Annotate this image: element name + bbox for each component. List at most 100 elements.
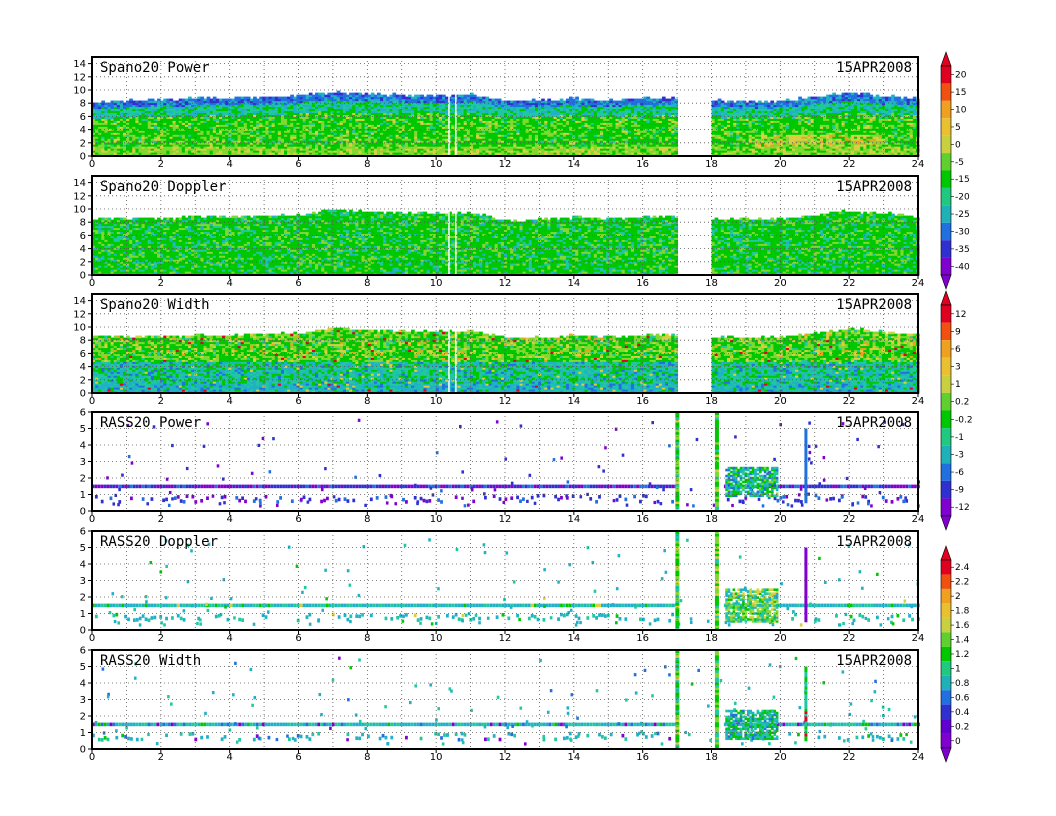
cell xyxy=(101,120,105,123)
cell xyxy=(157,134,161,137)
cell xyxy=(277,122,282,125)
cell xyxy=(203,120,208,123)
cell xyxy=(308,120,313,123)
cell xyxy=(212,124,217,127)
cell xyxy=(126,110,130,114)
cell xyxy=(280,114,285,117)
cell xyxy=(135,120,140,123)
cell xyxy=(277,112,282,116)
cell xyxy=(144,144,149,147)
cell xyxy=(160,152,164,155)
cell xyxy=(122,122,127,125)
cell xyxy=(262,150,267,153)
cell xyxy=(249,98,254,102)
cell xyxy=(246,152,251,155)
cell xyxy=(321,152,325,155)
cell xyxy=(107,108,112,112)
cell xyxy=(228,124,232,127)
cell xyxy=(132,148,136,151)
cell xyxy=(212,148,217,151)
cell xyxy=(256,128,260,131)
cell xyxy=(135,116,140,119)
cell xyxy=(116,142,121,145)
cell xyxy=(293,116,298,119)
cell xyxy=(113,128,118,131)
cell xyxy=(284,114,288,117)
cell xyxy=(191,132,195,135)
cell xyxy=(147,116,152,119)
cell xyxy=(166,108,171,112)
cell xyxy=(222,120,226,123)
cell xyxy=(271,146,276,149)
cell xyxy=(153,108,158,112)
cell xyxy=(194,116,198,119)
cell xyxy=(225,150,229,153)
cell xyxy=(237,98,242,102)
cell xyxy=(246,102,251,106)
cell xyxy=(144,100,149,104)
cell xyxy=(160,108,164,112)
cell xyxy=(280,124,285,127)
cell xyxy=(277,106,282,110)
cell xyxy=(107,130,112,133)
cell xyxy=(318,130,322,133)
cell xyxy=(234,132,239,135)
cell xyxy=(203,118,208,121)
cell xyxy=(280,128,285,131)
cell xyxy=(277,144,282,147)
cell xyxy=(95,142,99,145)
cell xyxy=(299,106,304,110)
cell xyxy=(138,142,143,145)
cell xyxy=(197,96,202,100)
cell xyxy=(305,144,310,147)
cell xyxy=(122,108,127,112)
cell xyxy=(268,140,273,143)
cell xyxy=(126,138,130,141)
cell xyxy=(271,148,276,151)
cell xyxy=(305,104,310,108)
cell xyxy=(287,144,291,147)
cell xyxy=(262,146,267,149)
cell xyxy=(290,144,294,147)
cell xyxy=(321,100,325,104)
cell xyxy=(98,138,102,141)
cell xyxy=(253,148,257,151)
cell xyxy=(104,108,109,112)
cell xyxy=(110,136,115,139)
cell xyxy=(203,112,208,116)
cell xyxy=(302,102,307,106)
cell xyxy=(197,144,202,147)
cell xyxy=(231,140,236,143)
cell xyxy=(188,140,192,143)
cell xyxy=(147,122,152,125)
cell xyxy=(107,148,112,151)
cell xyxy=(209,114,214,117)
cell xyxy=(299,102,304,106)
cell xyxy=(277,118,282,121)
cell xyxy=(119,148,124,151)
cell xyxy=(246,148,251,151)
cell xyxy=(147,136,152,139)
cell xyxy=(141,146,146,149)
cell xyxy=(101,124,105,127)
cell xyxy=(200,134,205,137)
cell xyxy=(110,146,115,149)
cell xyxy=(157,108,161,112)
cell xyxy=(166,102,171,106)
cell xyxy=(181,106,186,110)
cell xyxy=(265,112,270,116)
cell xyxy=(259,138,263,141)
cell xyxy=(206,144,211,147)
cell xyxy=(181,118,186,121)
cell xyxy=(302,116,307,119)
cell xyxy=(240,130,245,133)
cell xyxy=(259,124,263,127)
cell xyxy=(95,144,99,147)
cell xyxy=(243,130,248,133)
cell xyxy=(166,152,171,155)
cell xyxy=(253,104,257,108)
cell xyxy=(160,106,164,110)
cell xyxy=(194,140,198,143)
cell xyxy=(318,144,322,147)
cell xyxy=(237,134,242,137)
